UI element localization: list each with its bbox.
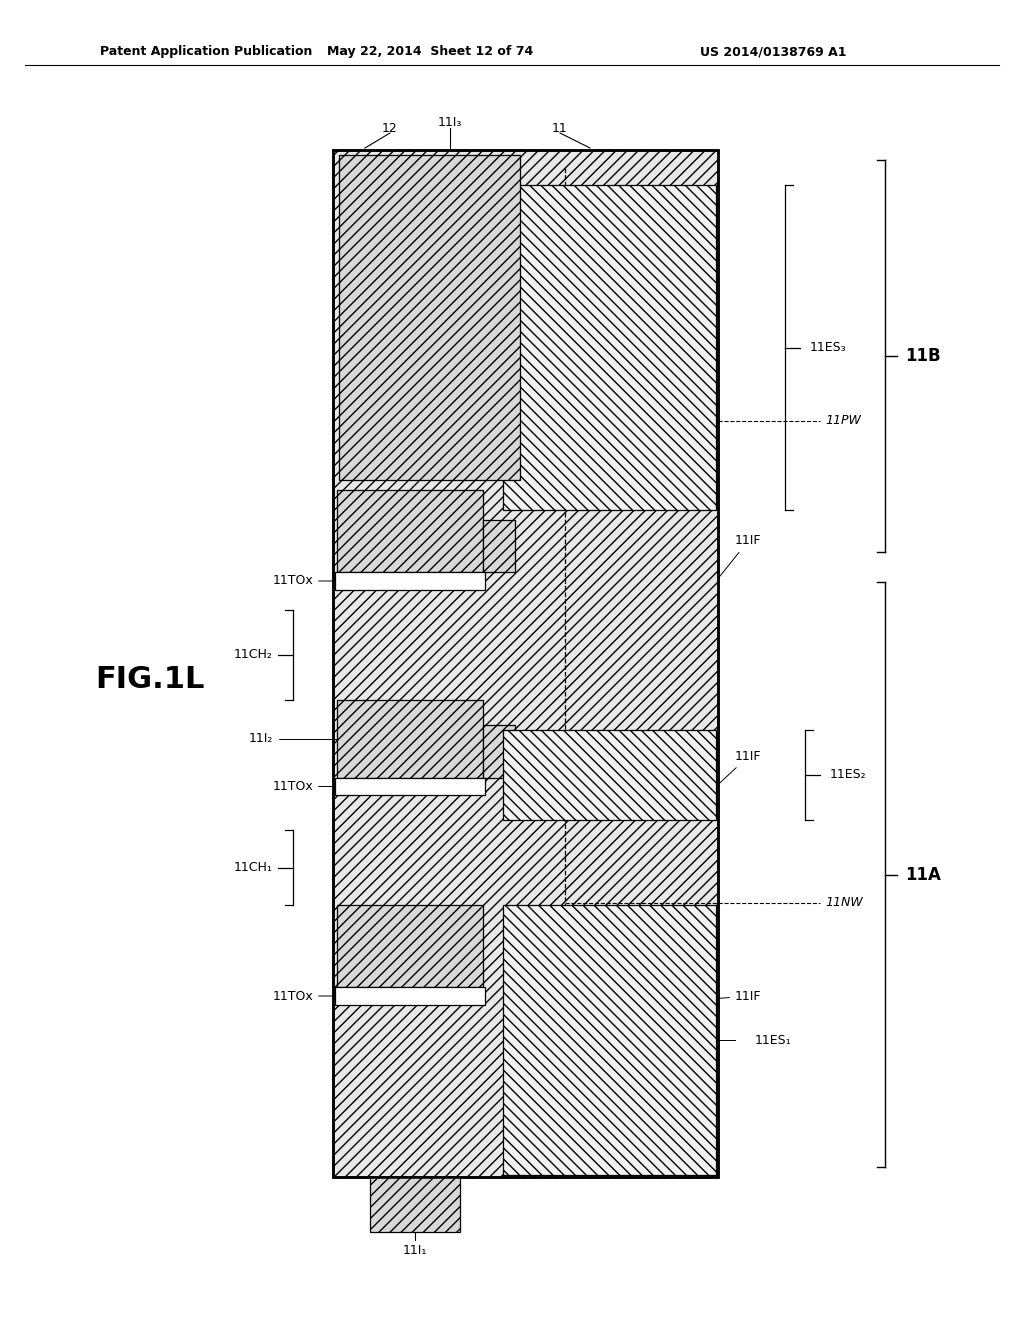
Text: 11ES₃: 11ES₃ bbox=[810, 341, 847, 354]
Text: 11PW: 11PW bbox=[825, 414, 861, 428]
Text: 11TOx: 11TOx bbox=[272, 780, 332, 793]
Text: Patent Application Publication: Patent Application Publication bbox=[100, 45, 312, 58]
Bar bbox=[370, 1177, 460, 1232]
Text: 11IF: 11IF bbox=[718, 750, 762, 784]
Text: May 22, 2014  Sheet 12 of 74: May 22, 2014 Sheet 12 of 74 bbox=[327, 45, 534, 58]
Bar bbox=[337, 906, 483, 987]
Text: 11TOx: 11TOx bbox=[272, 574, 332, 587]
Bar bbox=[335, 987, 485, 1005]
Text: 11I₁: 11I₁ bbox=[402, 1243, 427, 1257]
Text: 11CH₂: 11CH₂ bbox=[234, 648, 273, 661]
Bar bbox=[337, 490, 483, 572]
Text: 11IF: 11IF bbox=[506, 990, 762, 1016]
Text: 11NW: 11NW bbox=[825, 896, 863, 909]
Bar bbox=[335, 777, 485, 795]
Bar bbox=[503, 906, 716, 1175]
Bar bbox=[483, 520, 515, 572]
Text: 11I₃: 11I₃ bbox=[438, 116, 462, 128]
Text: 11IF: 11IF bbox=[718, 535, 762, 579]
Text: 12: 12 bbox=[382, 121, 398, 135]
Text: 11CH₁: 11CH₁ bbox=[234, 861, 273, 874]
Bar bbox=[339, 154, 520, 480]
Bar bbox=[337, 700, 483, 777]
Bar bbox=[335, 572, 485, 590]
Text: 11A: 11A bbox=[905, 866, 941, 883]
Bar bbox=[503, 730, 716, 820]
Bar bbox=[333, 150, 718, 1177]
Text: 11I₂: 11I₂ bbox=[249, 733, 515, 748]
Bar bbox=[333, 150, 718, 1177]
Text: 11ES₂: 11ES₂ bbox=[830, 768, 866, 781]
Text: 11: 11 bbox=[552, 121, 568, 135]
Text: US 2014/0138769 A1: US 2014/0138769 A1 bbox=[700, 45, 847, 58]
Text: FIG.1L: FIG.1L bbox=[95, 665, 205, 694]
Text: 11B: 11B bbox=[905, 347, 941, 366]
Text: 11ES₁: 11ES₁ bbox=[755, 1034, 792, 1047]
Bar bbox=[503, 185, 716, 510]
Bar bbox=[483, 725, 515, 777]
Text: 11TOx: 11TOx bbox=[272, 990, 332, 1002]
